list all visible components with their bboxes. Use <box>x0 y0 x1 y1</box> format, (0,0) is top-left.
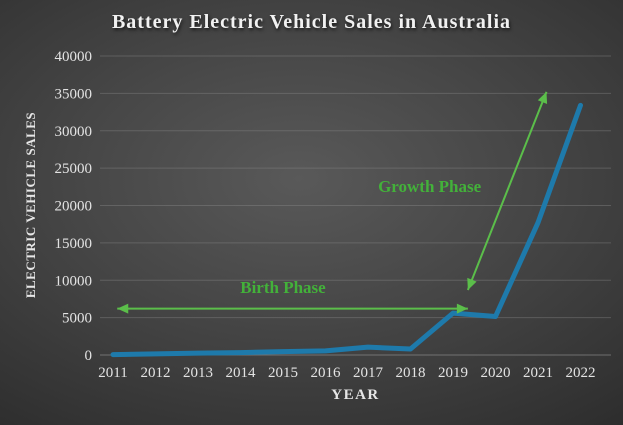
x-tick-label-2013: 2013 <box>183 365 213 381</box>
x-tick-label-2018: 2018 <box>396 365 426 381</box>
x-tick-label-2015: 2015 <box>268 365 298 381</box>
y-tick-label-25000: 25000 <box>55 161 93 177</box>
growth-phase-arrowhead-end <box>537 91 548 104</box>
birth-phase-arrowhead-end <box>456 303 468 314</box>
sales-line-series <box>110 102 583 358</box>
growth-phase-label: Growth Phase <box>378 177 482 196</box>
x-tick-label-2020: 2020 <box>481 365 511 381</box>
x-axis-label: YEAR <box>331 387 380 403</box>
y-tick-label-0: 0 <box>85 348 93 364</box>
y-tick-label-35000: 35000 <box>55 86 93 102</box>
chart-title: Battery Electric Vehicle Sales in Austra… <box>111 11 512 33</box>
x-tick-label-2011: 2011 <box>98 365 127 381</box>
y-tick-label-30000: 30000 <box>55 124 93 140</box>
x-tick-label-2014: 2014 <box>226 365 257 381</box>
x-tick-label-2017: 2017 <box>353 365 384 381</box>
x-tick-label-2016: 2016 <box>311 365 342 381</box>
x-tick-label-2021: 2021 <box>523 365 553 381</box>
y-tick-label-5000: 5000 <box>62 311 92 327</box>
y-tick-label-15000: 15000 <box>55 236 93 252</box>
birth-phase-label: Birth Phase <box>240 278 326 297</box>
x-tick-label-2012: 2012 <box>141 365 171 381</box>
birth-phase-arrowhead-start <box>117 303 129 314</box>
x-tick-label-2019: 2019 <box>438 365 468 381</box>
y-tick-label-40000: 40000 <box>55 49 93 65</box>
y-tick-label-20000: 20000 <box>55 199 93 215</box>
x-tick-label-2022: 2022 <box>566 365 596 381</box>
growth-phase-arrowhead-start <box>467 277 477 290</box>
growth-phase-arrow-shaft <box>466 91 548 291</box>
y-tick-label-10000: 10000 <box>55 273 93 289</box>
